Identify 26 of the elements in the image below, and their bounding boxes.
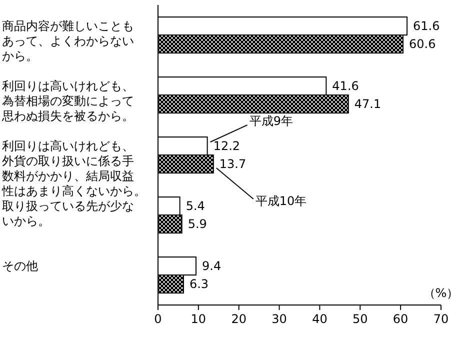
data-label: 60.6: [408, 37, 436, 51]
data-label: 13.7: [219, 157, 246, 171]
data-label: 6.3: [189, 277, 209, 291]
y-tick-label: その他: [2, 259, 38, 273]
data-label: 41.6: [332, 79, 359, 93]
x-tick-label: 70: [433, 312, 449, 326]
data-label: 9.4: [202, 259, 222, 273]
x-tick-label: 30: [272, 312, 287, 326]
x-axis-title: （%）: [423, 286, 459, 300]
data-label: 5.4: [186, 199, 205, 213]
y-tick-label: 利回りは高いけれども、外貨の取り扱いに係る手数料がかかり、結局収益性はあまり高くないから。: [1, 139, 146, 198]
data-label: 61.6: [413, 19, 440, 33]
data-label: 12.2: [213, 139, 240, 153]
x-tick-label: 10: [190, 312, 206, 326]
data-label: 5.9: [188, 217, 207, 231]
text: 平成10年: [255, 194, 307, 208]
data-label: 47.1: [354, 97, 382, 111]
series-label: 平成9年: [249, 114, 293, 128]
y-tick-label: 利回りは高いけれども、為替相場の変動によって思わぬ損失を被るから。: [1, 79, 134, 123]
x-tick-label: 50: [352, 312, 368, 326]
x-tick-label: 60: [392, 312, 408, 326]
x-tick-label: 20: [231, 312, 246, 326]
y-tick-label: 商品内容が難しいこともあって、よくわからないから。: [2, 19, 134, 63]
x-tick-label: 0: [154, 312, 162, 326]
y-tick-label: 取り扱っている先が少ないから。: [2, 199, 134, 228]
x-tick-label: 40: [312, 312, 328, 326]
